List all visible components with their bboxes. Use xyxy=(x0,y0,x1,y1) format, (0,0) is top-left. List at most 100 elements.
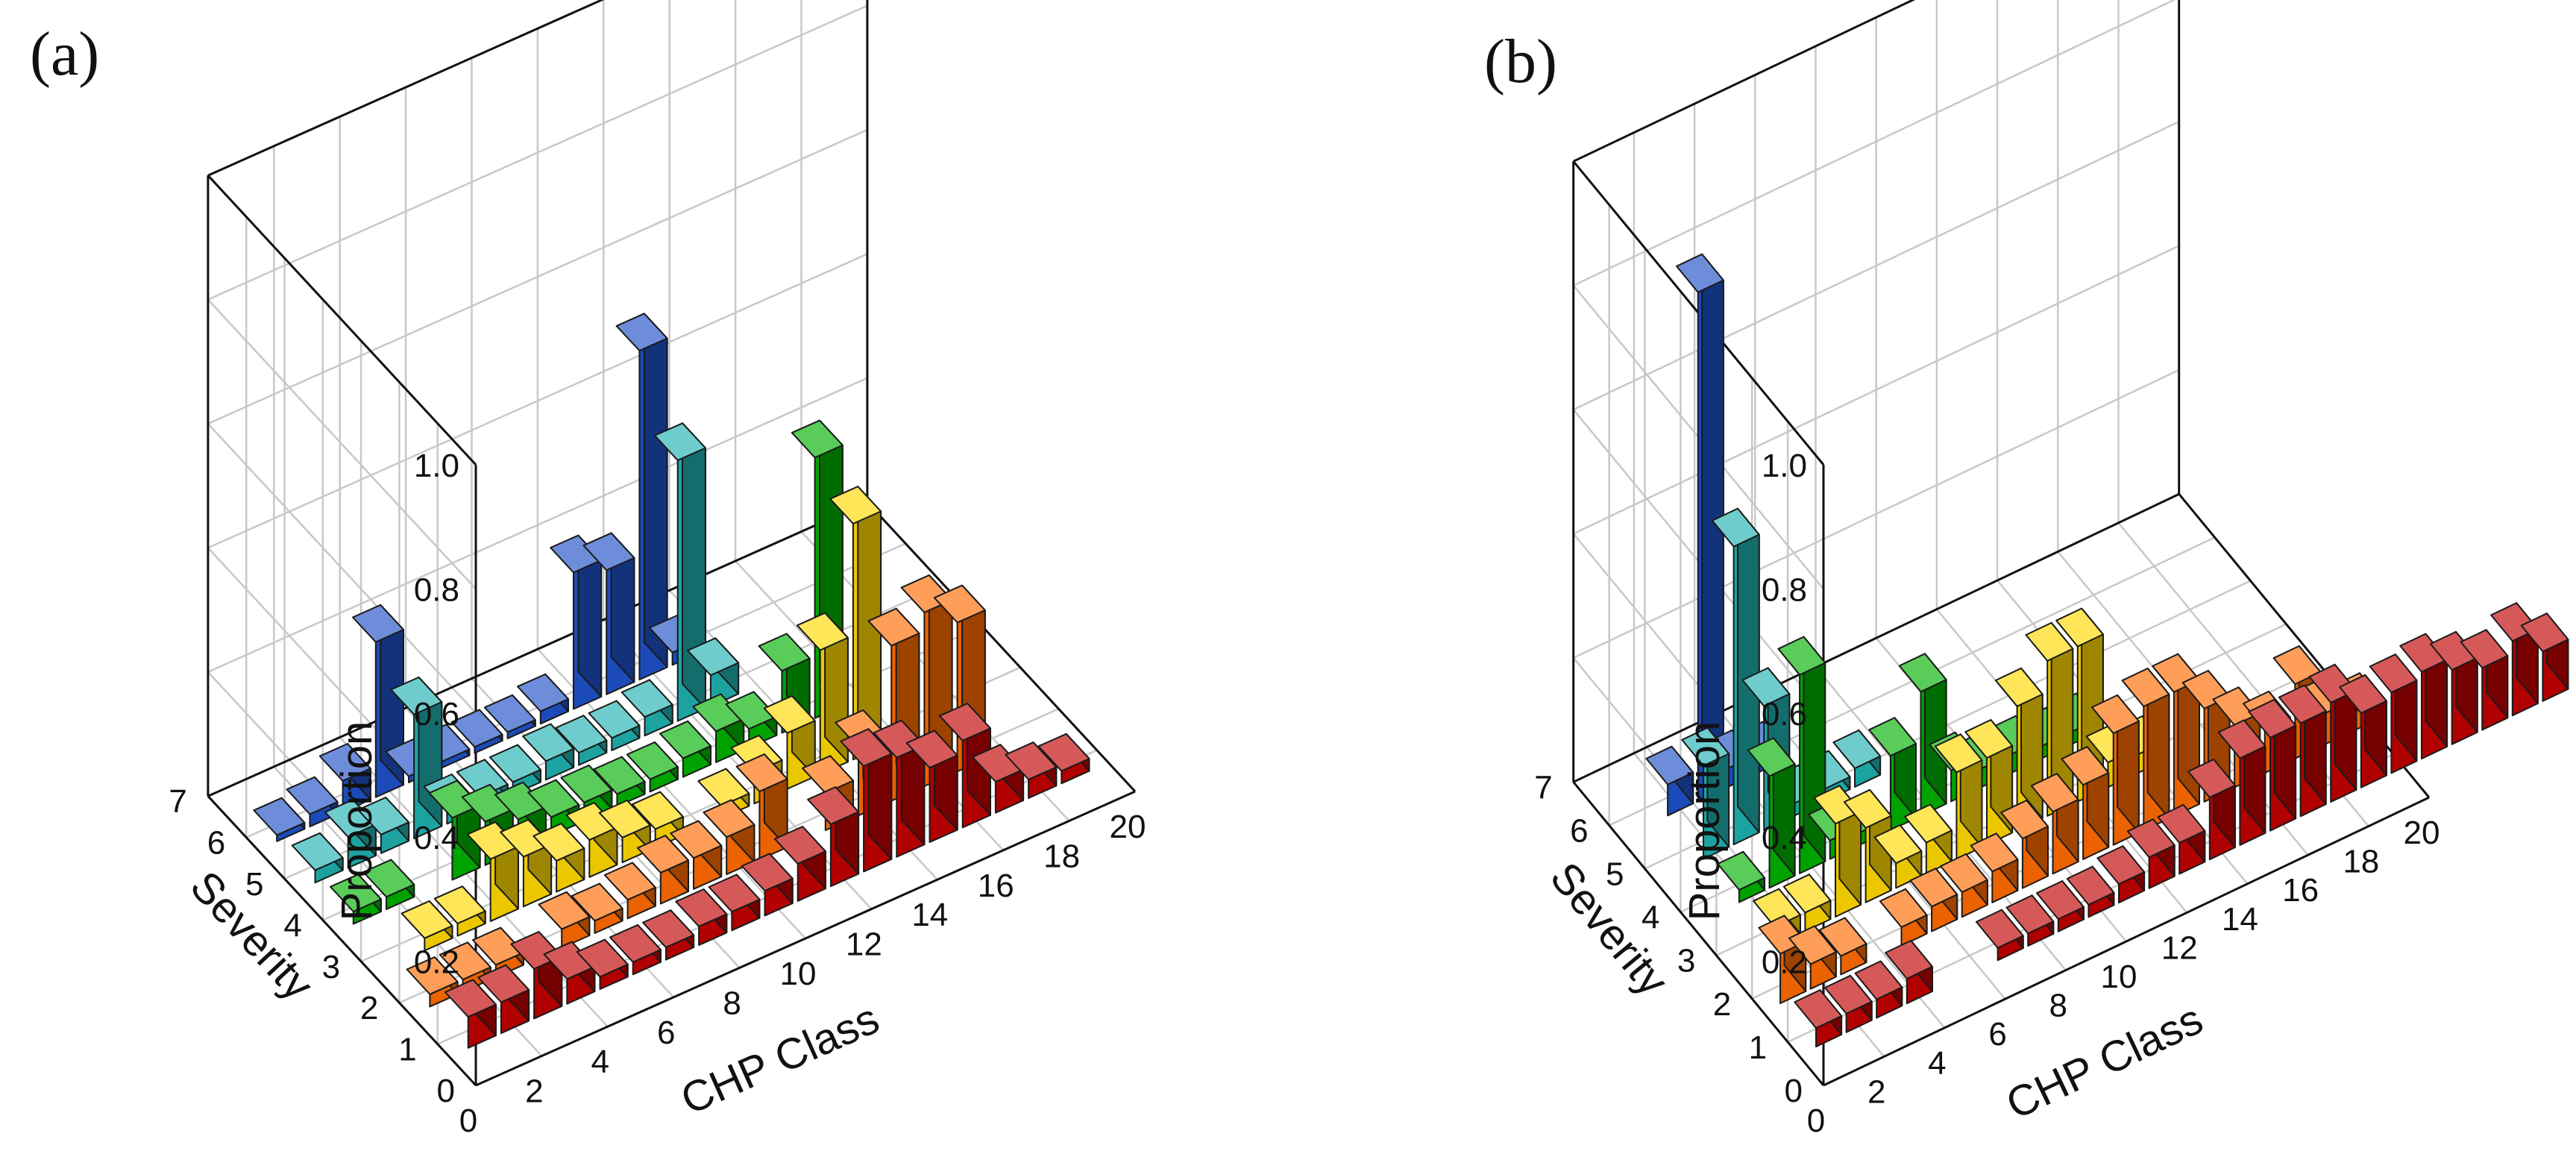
bar xyxy=(708,874,761,932)
bar-top-face xyxy=(1037,733,1090,772)
bar-top-face xyxy=(2157,803,2206,844)
bar-top-face xyxy=(1964,719,2014,759)
bar-top-face xyxy=(352,603,404,643)
bar-top-face xyxy=(477,964,530,1003)
bar xyxy=(500,818,553,908)
bar-top-face xyxy=(2187,759,2236,798)
z-tick-label: 1.0 xyxy=(1762,448,1807,484)
bar xyxy=(324,799,377,869)
bar-top-face xyxy=(286,776,339,815)
x-tick-label: 6 xyxy=(657,1015,675,1051)
bar xyxy=(829,486,882,761)
back-floor-line xyxy=(1573,492,2180,783)
y-tick-label: 7 xyxy=(169,783,186,820)
bar-top-face xyxy=(1879,888,1928,928)
bar-top-face xyxy=(972,744,1025,783)
bar-top-face xyxy=(555,715,608,753)
bar-top-face xyxy=(1747,737,1796,777)
y-tick-label: 3 xyxy=(1677,943,1695,979)
bar-top-face xyxy=(489,744,541,783)
y-tick-label: 1 xyxy=(1749,1029,1767,1066)
bar-top-face xyxy=(456,759,509,798)
z-tick-label: 0.8 xyxy=(1762,571,1807,608)
bar-top-face xyxy=(758,633,811,672)
z-tick-label: 1.0 xyxy=(414,448,459,484)
bar xyxy=(2036,880,2085,932)
x-tick-label: 10 xyxy=(780,956,817,992)
bar-top-face xyxy=(500,818,553,858)
x-tick-label: 10 xyxy=(2101,959,2137,995)
bar-top-face xyxy=(687,637,740,677)
bar xyxy=(576,938,629,990)
bar xyxy=(330,874,382,925)
bar-top-face xyxy=(1854,960,1903,1000)
bar xyxy=(543,941,596,1005)
bar-top-face xyxy=(933,584,986,624)
bar-top-face xyxy=(593,756,646,795)
bar xyxy=(593,756,646,807)
x-tick-label: 16 xyxy=(978,868,1014,904)
x-tick-label: 8 xyxy=(2049,988,2067,1024)
y-tick-label: 7 xyxy=(1534,769,1552,806)
bar-top-face xyxy=(2030,773,2079,813)
bar xyxy=(598,800,651,864)
right-floor-line xyxy=(866,501,1137,793)
grid-line xyxy=(207,128,868,425)
y-tick-label: 6 xyxy=(1570,812,1588,849)
bar xyxy=(291,832,344,884)
bar-side-face xyxy=(1737,507,1760,833)
bar-top-face xyxy=(565,802,618,841)
bar-top-face xyxy=(708,874,761,913)
bar-top-face xyxy=(1940,853,1988,893)
bar-top-face xyxy=(735,753,788,792)
bar xyxy=(1885,939,1933,1005)
bar xyxy=(406,956,459,1008)
bar xyxy=(1975,909,2024,962)
bar xyxy=(1747,737,1796,889)
y-tick-label: 4 xyxy=(283,907,301,944)
bar-top-face xyxy=(2005,894,2055,935)
bar-top-face xyxy=(527,779,580,818)
bar xyxy=(362,859,415,910)
bar-top-face xyxy=(773,826,826,865)
bar-top-face xyxy=(938,703,991,741)
bar-top-face xyxy=(1904,803,1953,844)
bar xyxy=(670,820,723,890)
bar xyxy=(2278,684,2327,818)
bar-top-face xyxy=(615,313,668,352)
bar-top-face xyxy=(2036,880,2085,921)
grid-line xyxy=(2117,522,2369,827)
bar xyxy=(2066,865,2115,918)
bar xyxy=(2248,698,2297,832)
bar xyxy=(675,888,728,946)
bar xyxy=(2030,773,2079,875)
bar-top-face xyxy=(1717,850,1765,891)
bar xyxy=(1934,733,1983,860)
bar xyxy=(703,799,755,876)
bar-top-face xyxy=(2399,633,2448,673)
bar xyxy=(2121,668,2170,832)
bar xyxy=(1681,727,1730,860)
bar-top-face xyxy=(2369,653,2418,694)
bar-top-face xyxy=(840,728,893,767)
bar xyxy=(582,532,635,695)
x-tick-label: 0 xyxy=(1807,1103,1825,1139)
z-tick-label: 0.2 xyxy=(1762,944,1807,981)
bar-top-face xyxy=(1681,727,1730,767)
bar-top-face xyxy=(571,882,623,922)
bar xyxy=(840,728,893,873)
bar-top-face xyxy=(697,768,750,807)
bar xyxy=(626,741,679,793)
bar-top-face xyxy=(324,799,377,838)
bar xyxy=(444,979,497,1049)
bar-top-face xyxy=(450,709,503,748)
bar xyxy=(1854,960,1903,1019)
bar xyxy=(565,802,618,878)
bar-top-face xyxy=(1818,917,1867,957)
bar xyxy=(2460,629,2509,731)
bar xyxy=(2096,845,2146,904)
bar xyxy=(1832,729,1882,788)
bar xyxy=(2339,674,2387,788)
bar-top-face xyxy=(867,607,920,647)
y-tick-label: 2 xyxy=(1713,986,1731,1023)
